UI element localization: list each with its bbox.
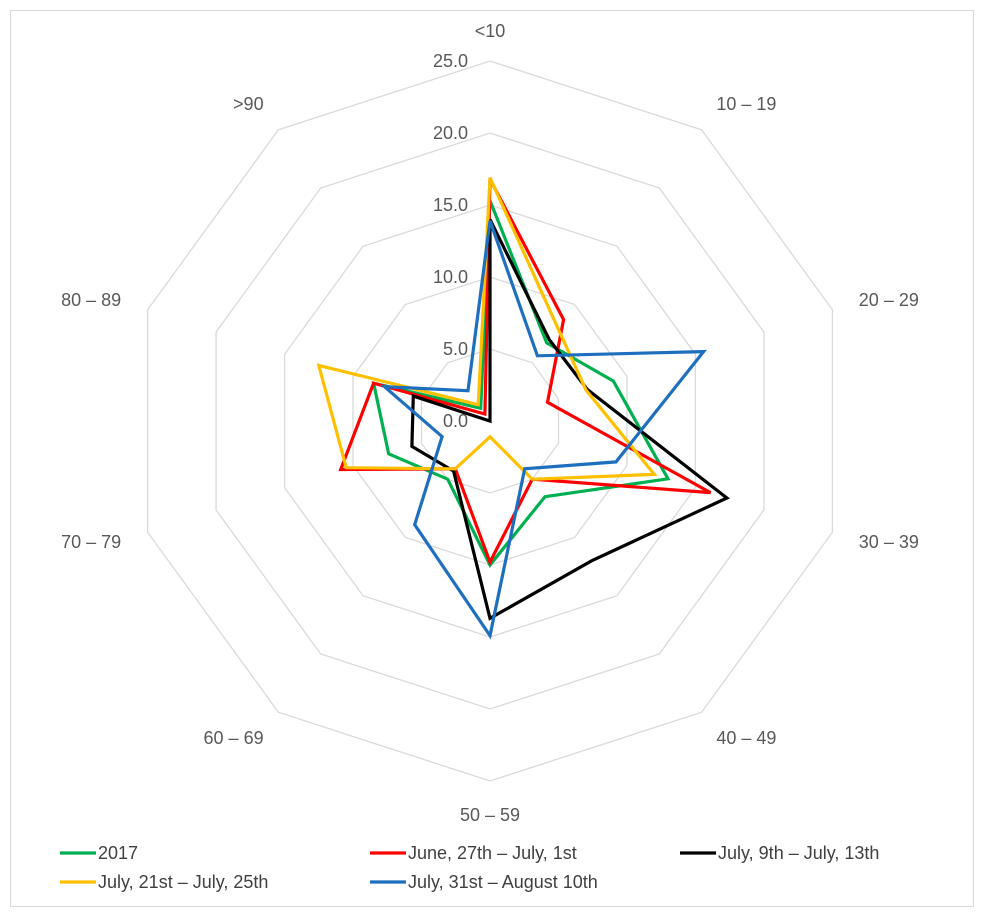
category-labels: <10 10 – 19 20 – 29 30 – 39 40 – 49 50 – 59 60…	[61, 21, 919, 825]
legend-label: July, 31st – August 10th	[408, 872, 598, 892]
series-line	[316, 176, 658, 481]
legend-label: July, 21st – July, 25th	[98, 872, 268, 892]
category-label: 80 – 89	[61, 290, 121, 310]
chart-frame	[10, 10, 974, 907]
category-label: <10	[475, 21, 506, 41]
category-label: 40 – 49	[716, 728, 776, 748]
legend: 2017 June, 27th – July, 1st July, 9th – Ju…	[60, 843, 879, 892]
tick-label: 15.0	[433, 195, 468, 215]
category-label: 70 – 79	[61, 532, 121, 552]
series-line	[410, 218, 730, 621]
series-line	[338, 178, 712, 567]
category-label: 30 – 39	[859, 532, 919, 552]
category-label: 20 – 29	[859, 290, 919, 310]
tick-label: 0.0	[443, 411, 468, 431]
radial-tick-labels: 0.0 5.0 10.0 15.0 20.0 25.0	[433, 51, 468, 431]
category-label: 50 – 59	[460, 805, 520, 825]
grid-ring	[215, 132, 765, 710]
series-line	[379, 220, 707, 640]
legend-label: June, 27th – July, 1st	[408, 843, 577, 863]
tick-label: 10.0	[433, 267, 468, 287]
category-label: 10 – 19	[716, 94, 776, 114]
tick-label: 5.0	[443, 339, 468, 359]
legend-label: 2017	[98, 843, 138, 863]
legend-label: July, 9th – July, 13th	[718, 843, 879, 863]
grid-ring	[146, 60, 834, 782]
series-lines	[316, 176, 730, 640]
tick-label: 25.0	[433, 51, 468, 71]
category-label: 60 – 69	[204, 728, 264, 748]
tick-label: 20.0	[433, 123, 468, 143]
category-label: >90	[233, 94, 264, 114]
